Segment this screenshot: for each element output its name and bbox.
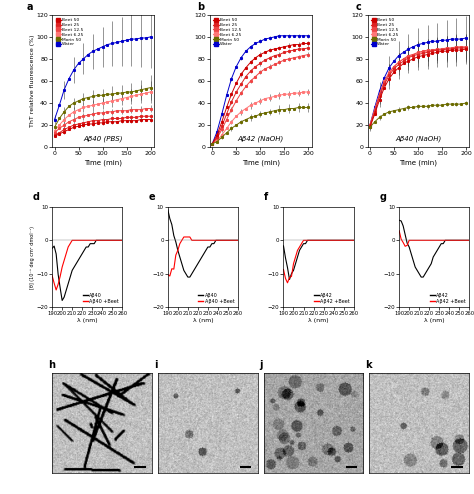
Text: e: e [148,192,155,202]
Legend: Beet 50, Beet 25, Beet 12.5, Beet 6.25, Morin 50, Water: Beet 50, Beet 25, Beet 12.5, Beet 6.25, … [212,17,242,48]
Text: j: j [260,360,263,370]
Y-axis label: [θ] (10⁻³ deg cm² dmol⁻¹): [θ] (10⁻³ deg cm² dmol⁻¹) [30,226,35,288]
Legend: Beet 50, Beet 25, Beet 12.5, Beet 6.25, Morin 50, Water: Beet 50, Beet 25, Beet 12.5, Beet 6.25, … [370,17,400,48]
Text: k: k [365,360,372,370]
X-axis label: Time (min): Time (min) [242,159,280,165]
Text: Aβ42 (NaOH): Aβ42 (NaOH) [237,135,284,142]
Text: g: g [380,192,386,202]
Text: f: f [264,192,268,202]
Legend: Aβ42, Aβ42 +Beet: Aβ42, Aβ42 +Beet [313,292,351,305]
X-axis label: λ (nm): λ (nm) [77,318,98,323]
X-axis label: λ (nm): λ (nm) [424,318,445,323]
Text: i: i [154,360,157,370]
Y-axis label: ThT relative fluorescence (%): ThT relative fluorescence (%) [30,35,35,127]
Text: b: b [198,2,205,12]
Text: c: c [356,2,361,12]
X-axis label: λ (nm): λ (nm) [192,318,213,323]
Legend: Aβ40, Aβ40 +Beet: Aβ40, Aβ40 +Beet [198,292,236,305]
Legend: Beet 50, Beet 25, Beet 12.5, Beet 6.25, Morin 50, Water: Beet 50, Beet 25, Beet 12.5, Beet 6.25, … [55,17,85,48]
Text: d: d [33,192,39,202]
Text: h: h [48,360,55,370]
Text: Aβ40 (NaOH): Aβ40 (NaOH) [395,135,441,142]
Text: a: a [27,2,33,12]
Text: Aβ40 (PBS): Aβ40 (PBS) [83,135,123,142]
X-axis label: Time (min): Time (min) [84,159,122,165]
Legend: Aβ40, Aβ40 +Beet: Aβ40, Aβ40 +Beet [82,292,120,305]
X-axis label: Time (min): Time (min) [400,159,438,165]
Legend: Aβ42, Aβ42 +Beet: Aβ42, Aβ42 +Beet [429,292,467,305]
X-axis label: λ (nm): λ (nm) [308,318,329,323]
